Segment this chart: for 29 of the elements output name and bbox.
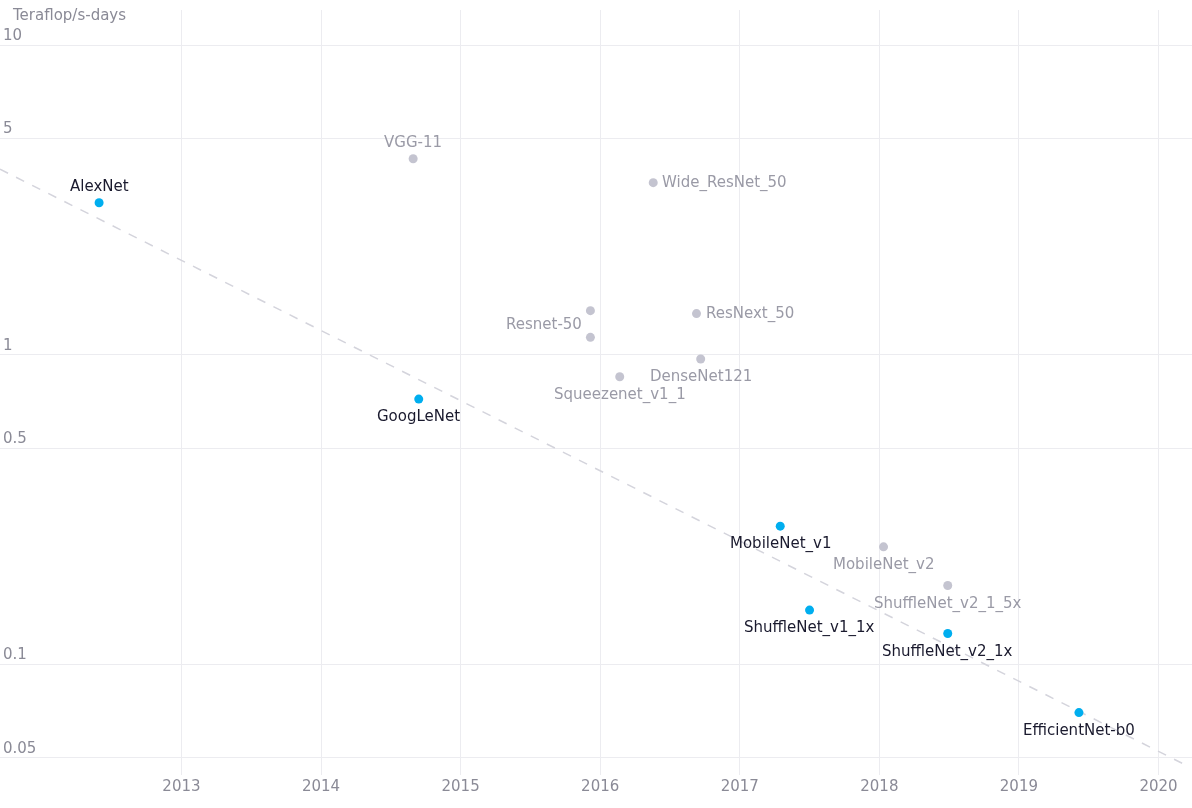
y-tick-label: 0.05 bbox=[3, 738, 37, 757]
x-tick-label: 2013 bbox=[162, 777, 201, 795]
x-tick-label: 2017 bbox=[720, 777, 759, 795]
annotation: ShuffleNet_v2_1x bbox=[882, 642, 1013, 661]
x-tick-label: 2016 bbox=[581, 777, 620, 795]
annotation: Resnet-50 bbox=[506, 315, 582, 333]
annotation: ResNext_50 bbox=[706, 304, 795, 323]
annotation: AlexNet bbox=[70, 177, 129, 195]
annotation: VGG-11 bbox=[384, 133, 443, 151]
annotation: ShuffleNet_v1_1x bbox=[744, 618, 875, 637]
annotation: ShuffleNet_v2_1_5x bbox=[874, 594, 1022, 613]
annotation: EfficientNet-b0 bbox=[1023, 721, 1135, 739]
y-tick-label: 1 bbox=[3, 335, 13, 354]
annotation: MobileNet_v2 bbox=[833, 555, 935, 574]
x-tick-label: 2014 bbox=[301, 777, 341, 795]
x-tick-label: 2018 bbox=[860, 777, 899, 795]
annotation: Wide_ResNet_50 bbox=[662, 173, 787, 192]
annotation: MobileNet_v1 bbox=[730, 534, 832, 553]
y-tick-label: 10 bbox=[3, 26, 23, 45]
y-tick-label: 0.5 bbox=[3, 428, 27, 447]
y-tick-label: 5 bbox=[3, 119, 13, 138]
annotation: Squeezenet_v1_1 bbox=[554, 385, 686, 404]
x-tick-label: 2015 bbox=[441, 777, 480, 795]
annotation: GoogLeNet bbox=[377, 407, 461, 425]
annotation: DenseNet121 bbox=[650, 367, 753, 385]
y-axis-title: Teraflop/s-days bbox=[12, 6, 127, 24]
y-tick-label: 0.1 bbox=[3, 645, 27, 664]
x-tick-label: 2020 bbox=[1139, 777, 1178, 795]
x-tick-label: 2019 bbox=[999, 777, 1039, 795]
